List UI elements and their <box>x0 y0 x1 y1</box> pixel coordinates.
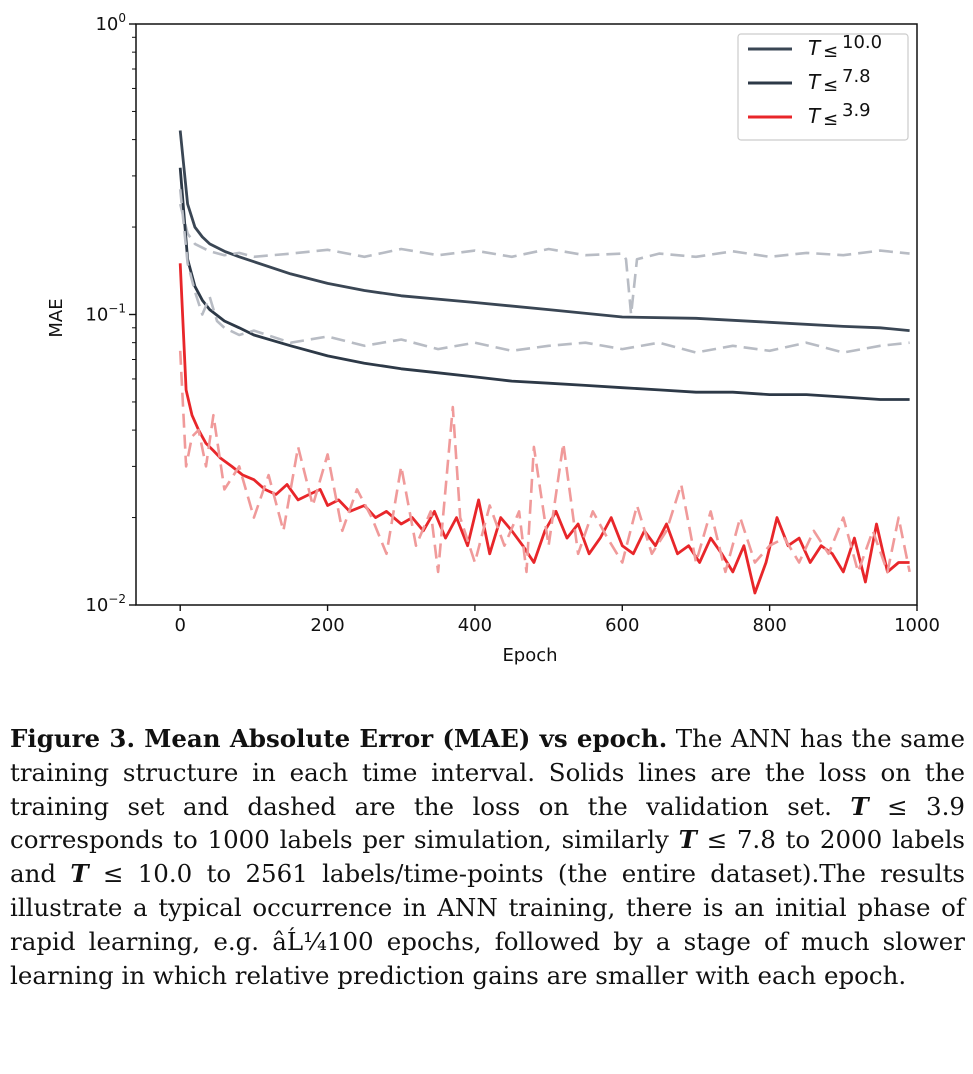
series-line-2-dashed <box>178 203 910 316</box>
x-axis-title: Epoch <box>502 645 557 666</box>
x-tick-label: 800 <box>752 615 786 636</box>
series-line-1-solid <box>178 130 910 332</box>
legend-symbol: ≤ <box>823 75 838 96</box>
caption-title: Figure 3. Mean Absolute Error (MAE) vs e… <box>10 724 668 753</box>
caption-math-t: T <box>678 825 697 855</box>
y-axis-title: MAE <box>46 298 67 337</box>
legend-box <box>737 33 909 141</box>
caption-math-t: T <box>70 859 89 889</box>
y-tick-label: 10−2 <box>85 592 126 616</box>
caption-text: ≤ 10.0 to 2561 labels/time-points (the e… <box>10 859 966 990</box>
x-tick-label: 200 <box>310 615 344 636</box>
y-tick-label: 100 <box>95 11 126 35</box>
x-tick-label: 0 <box>174 615 185 636</box>
legend-variable: T <box>808 70 822 94</box>
legend-symbol: ≤ <box>823 41 838 62</box>
legend-variable: T <box>808 104 822 128</box>
series-line-6-dashed <box>178 350 911 574</box>
legend-value: 3.9 <box>842 100 871 121</box>
legend-symbol: ≤ <box>823 109 838 130</box>
legend-variable: T <box>808 36 822 60</box>
caption-text: ≤ 7.8 to 2000 labels and <box>10 825 965 889</box>
x-axis-ticks: 0 200 400 600 800 1000 <box>174 605 940 636</box>
caption-text: The ANN has the same training structure … <box>10 724 965 821</box>
x-tick-label: 400 <box>458 615 492 636</box>
x-tick-label: 1000 <box>894 615 940 636</box>
series-line-5-solid <box>178 263 910 595</box>
x-tick-label: 600 <box>605 615 639 636</box>
caption-math-t: T <box>850 791 869 821</box>
legend: T ≤10.0T ≤7.8T ≤3.9 <box>737 32 909 141</box>
legend-value: 7.8 <box>842 66 871 87</box>
y-axis-ticks: 100 10−1 10−2 <box>85 11 136 616</box>
series-layer <box>178 130 911 595</box>
figure-caption: Figure 3. Mean Absolute Error (MAE) vs e… <box>10 722 965 992</box>
y-tick-label: 10−1 <box>85 302 126 326</box>
series-line-3-solid <box>178 167 910 401</box>
series-line-4-dashed <box>178 189 910 354</box>
legend-value: 10.0 <box>842 32 882 53</box>
caption-text: ≤ 3.9 corresponds to 1000 labels per sim… <box>10 791 965 855</box>
